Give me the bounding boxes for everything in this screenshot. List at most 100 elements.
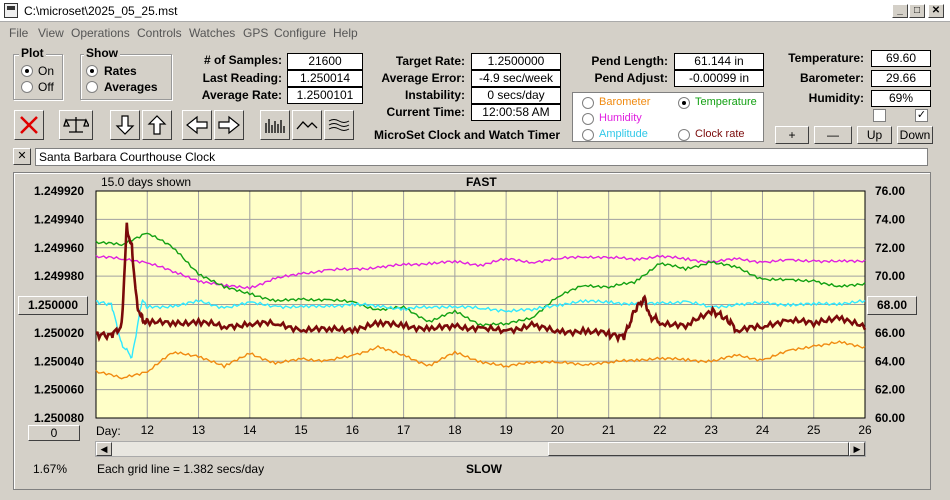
- line-graph-icon: [296, 121, 318, 130]
- pend-length-label: Pend Length:: [591, 54, 668, 68]
- temperature-radio[interactable]: [678, 97, 690, 109]
- y-right-tick-label: 66.00: [875, 326, 905, 340]
- minus-button[interactable]: —: [814, 126, 852, 144]
- clock-name-field[interactable]: Santa Barbara Courthouse Clock: [35, 148, 928, 166]
- humidity-label: Humidity:: [808, 91, 864, 105]
- close-button[interactable]: ✕: [928, 4, 944, 18]
- center-rate-button[interactable]: 1.250000: [18, 296, 88, 315]
- y-left-tick-label: 1.250060: [34, 383, 84, 397]
- right-checkbox[interactable]: ✓: [915, 109, 928, 122]
- scroll-thumb[interactable]: [548, 442, 849, 456]
- menu-watches[interactable]: Watches: [189, 26, 236, 40]
- center-temp-button[interactable]: 68.00: [867, 296, 917, 315]
- up-button[interactable]: Up: [857, 126, 892, 144]
- menu-view[interactable]: View: [38, 26, 64, 40]
- series-line-rate: [96, 222, 867, 344]
- smooth-view-button[interactable]: [324, 110, 354, 140]
- last-reading-label: Last Reading:: [202, 71, 282, 85]
- bar-graph-icon: [265, 119, 285, 133]
- triangle-left-icon: ◀: [100, 444, 108, 454]
- y-left-tick-label: 1.249940: [34, 212, 84, 226]
- menu-configure[interactable]: Configure: [274, 26, 327, 40]
- series-line-humidity: [95, 254, 866, 290]
- plot-label: Plot: [19, 46, 46, 60]
- amplitude-option-label: Amplitude: [599, 128, 648, 140]
- target-rate-field[interactable]: 1.2500000: [471, 53, 561, 70]
- menu-controls[interactable]: Controls: [137, 26, 182, 40]
- minimize-button[interactable]: _: [892, 4, 908, 18]
- samples-field: 21600: [287, 53, 363, 70]
- menu-operations[interactable]: Operations: [71, 26, 130, 40]
- barometer-option-label: Barometer: [599, 96, 651, 108]
- target-rate-label: Target Rate:: [395, 54, 465, 68]
- scroll-up-button[interactable]: [142, 110, 172, 140]
- zero-button[interactable]: 0: [28, 425, 80, 441]
- scroll-right-arrow[interactable]: ▶: [849, 442, 865, 456]
- series-select-panel: Barometer Temperature Humidity Amplitude…: [572, 92, 764, 142]
- clock-rate-radio[interactable]: [678, 129, 690, 141]
- x-tick-label: 26: [858, 423, 872, 437]
- x-tick-label: 24: [756, 423, 770, 437]
- arrow-down-icon: [115, 115, 135, 135]
- time-scrollbar[interactable]: ◀ ▶: [95, 441, 866, 457]
- average-error-field: -4.9 sec/week: [471, 70, 561, 87]
- show-rates-label: Rates: [104, 64, 137, 78]
- humidity-field: 69%: [871, 90, 931, 107]
- x-tick-label: 17: [397, 423, 411, 437]
- wave-lines-icon: [328, 119, 350, 131]
- y-right-tick-label: 62.00: [875, 383, 905, 397]
- menu-bar: File View Operations Controls Watches GP…: [0, 23, 950, 42]
- current-time-label: Current Time:: [386, 105, 465, 119]
- scroll-left-button[interactable]: [182, 110, 212, 140]
- scroll-down-button[interactable]: [110, 110, 140, 140]
- scroll-right-button[interactable]: [214, 110, 244, 140]
- plus-button[interactable]: +: [775, 126, 809, 144]
- barometer-radio[interactable]: [582, 97, 594, 109]
- close-x-icon: ✕: [17, 150, 27, 162]
- y-right-tick-label: 76.00: [875, 184, 905, 198]
- x-tick-label: 25: [807, 423, 821, 437]
- x-tick-label: 12: [141, 423, 155, 437]
- app-icon[interactable]: [4, 3, 18, 18]
- y-left-tick-label: 1.249980: [34, 269, 84, 283]
- clear-name-button[interactable]: ✕: [13, 148, 31, 165]
- day-label: Day:: [96, 424, 121, 438]
- title-bar: C:\microset\2025_05_25.mst _ □ ✕: [0, 0, 950, 22]
- chart-panel: [13, 172, 931, 490]
- balance-button[interactable]: [59, 110, 93, 140]
- stop-button[interactable]: [14, 110, 44, 140]
- show-averages-radio[interactable]: [86, 81, 98, 93]
- temperature-label: Temperature:: [788, 51, 864, 65]
- line-view-button[interactable]: [292, 110, 322, 140]
- plot-border: [95, 190, 866, 419]
- last-reading-field: 1.250014: [287, 70, 363, 87]
- x-tick-label: 21: [602, 423, 616, 437]
- plot-off-radio[interactable]: [21, 81, 33, 93]
- scroll-left-arrow[interactable]: ◀: [96, 442, 112, 456]
- y-right-tick-label: 72.00: [875, 241, 905, 255]
- plot-on-radio[interactable]: [21, 65, 33, 77]
- y-right-tick-label: 70.00: [875, 269, 905, 283]
- grid-note: Each grid line = 1.382 secs/day: [97, 462, 265, 476]
- bar-view-button[interactable]: [260, 110, 290, 140]
- instability-label: Instability:: [404, 88, 465, 102]
- pend-adjust-field: -0.00099 in: [674, 70, 764, 87]
- arrow-up-icon: [147, 115, 167, 135]
- menu-help[interactable]: Help: [333, 26, 358, 40]
- y-left-tick-label: 1.249960: [34, 241, 84, 255]
- plot-off-label: Off: [38, 80, 54, 94]
- barometer-label: Barometer:: [799, 71, 864, 85]
- down-button[interactable]: Down: [897, 126, 933, 144]
- humidity-option-label: Humidity: [599, 112, 642, 124]
- y-right-tick-label: 60.00: [875, 411, 905, 425]
- fast-label: FAST: [466, 175, 497, 189]
- x-tick-label: 13: [192, 423, 206, 437]
- left-checkbox[interactable]: [873, 109, 886, 122]
- humidity-radio[interactable]: [582, 113, 594, 125]
- amplitude-radio[interactable]: [582, 129, 594, 141]
- menu-file[interactable]: File: [9, 26, 29, 40]
- menu-gps[interactable]: GPS: [243, 26, 269, 40]
- show-rates-radio[interactable]: [86, 65, 98, 77]
- maximize-button[interactable]: □: [909, 4, 925, 18]
